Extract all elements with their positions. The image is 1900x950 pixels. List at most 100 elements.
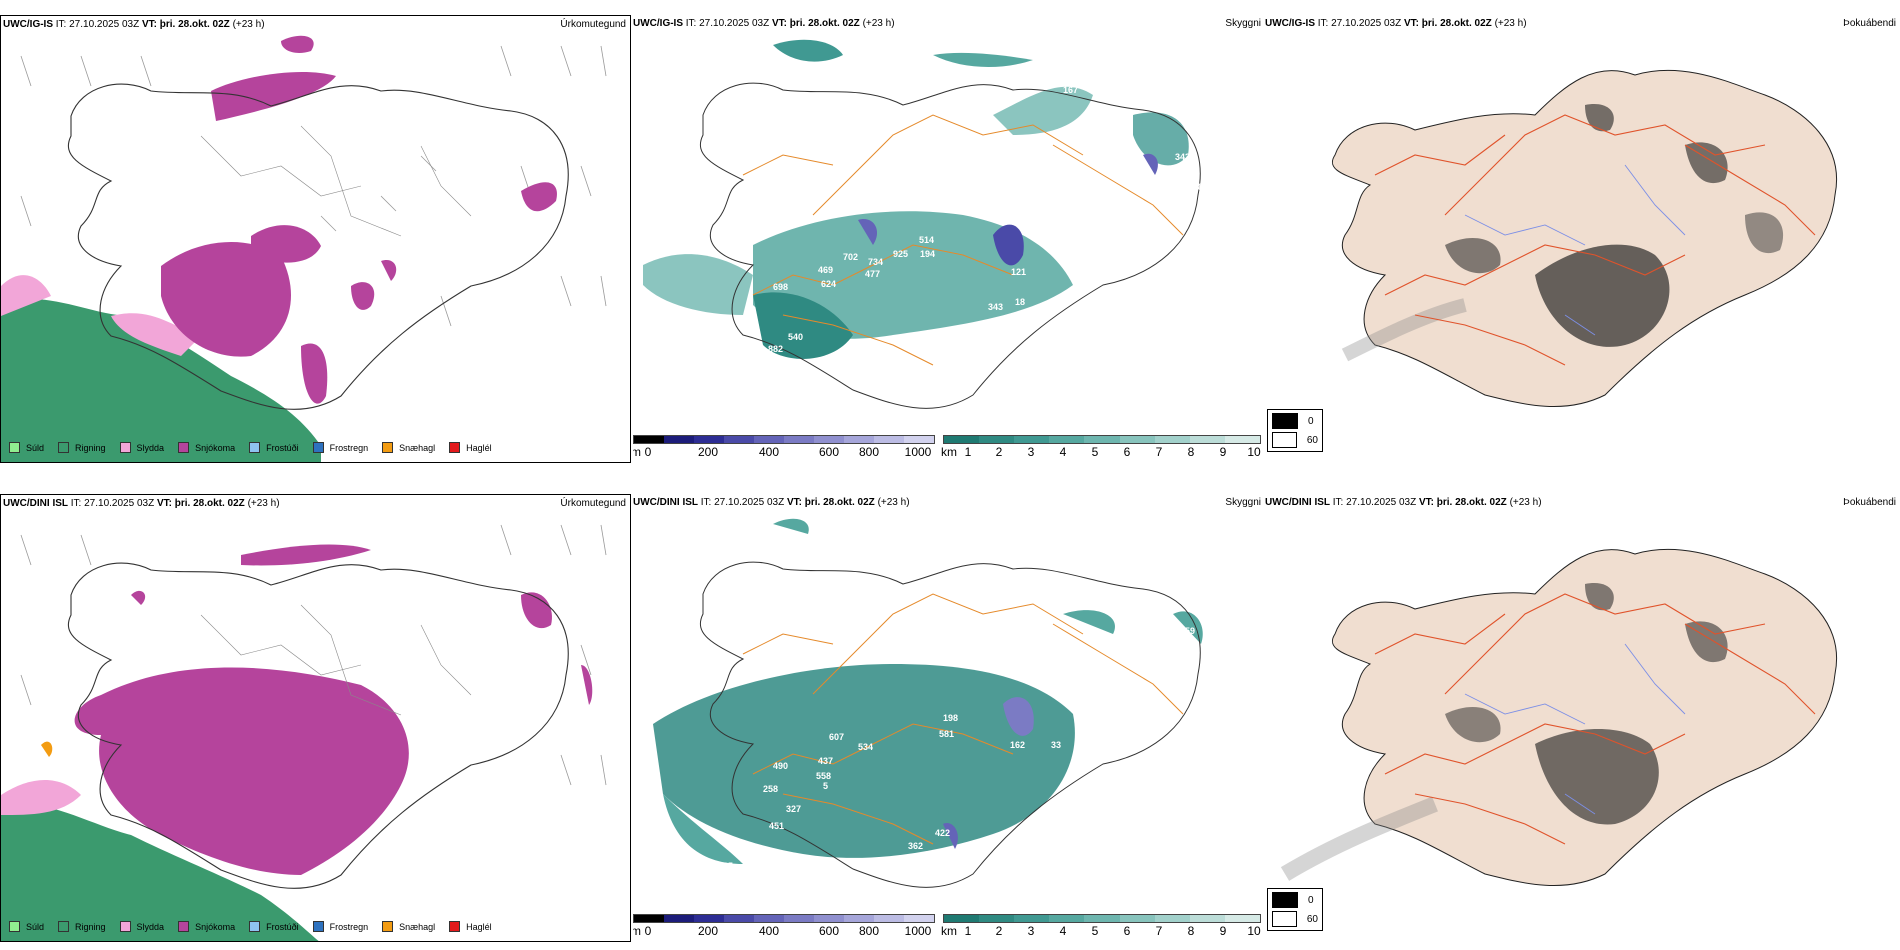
colorbar-unit: m xyxy=(633,445,641,459)
legend-swatch xyxy=(1272,432,1297,448)
colorbar-ticks: m 0 200 400 600 800 1000 xyxy=(633,444,935,459)
legend-swatch xyxy=(178,442,190,453)
legend-item: Haglél xyxy=(449,442,492,453)
cloudbase-label: 212 xyxy=(1173,167,1188,177)
model-name: UWC/DINI ISL xyxy=(1265,497,1330,508)
cloudbase-label: 332 xyxy=(933,866,948,876)
cloudbase-label: 227 xyxy=(1173,648,1188,658)
cloudbase-label: 882 xyxy=(768,344,783,354)
cloudbase-label: 477 xyxy=(865,269,880,279)
cloudbase-label: 343 xyxy=(988,302,1003,312)
cloudbase-label: 327 xyxy=(786,804,801,814)
cloudbase-label: 607 xyxy=(829,732,844,742)
colorbar-tick: 600 xyxy=(818,924,840,938)
legend-item: Snjókoma xyxy=(178,442,235,453)
valid-prefix: VT: xyxy=(786,497,802,508)
colorbar-tick: 9 xyxy=(1219,924,1227,938)
legend-swatch xyxy=(1272,892,1298,908)
colorbar-unit: m xyxy=(633,924,641,938)
legend-swatch xyxy=(249,442,261,453)
model-name: UWC/DINI ISL xyxy=(3,498,68,509)
model-name: UWC/IG-IS xyxy=(1265,18,1315,29)
cloudbase-label: 698 xyxy=(773,282,788,292)
lead-time: (+23 h) xyxy=(1509,497,1542,508)
legend-label: Rigning xyxy=(75,442,106,453)
cloudbase-label: 490 xyxy=(773,761,788,771)
valid-time: þri. 28.okt. 02Z xyxy=(789,18,860,29)
legend-item: Frostregn xyxy=(312,442,368,453)
init-time: IT: 27.10.2025 03Z xyxy=(1332,497,1417,508)
legend-swatch xyxy=(449,921,461,932)
colorbar-tick: 2 xyxy=(995,924,1003,938)
colorbar-tick: 5 xyxy=(1091,924,1099,938)
legend-label: Snjókoma xyxy=(195,921,236,932)
colorbar-tick: 1 xyxy=(964,445,972,459)
cloudbase-label: 260 xyxy=(888,379,903,389)
legend-swatch xyxy=(9,921,20,932)
cloudbase-label: 121 xyxy=(1011,267,1026,277)
valid-time: þri. 28.okt. 02Z xyxy=(159,19,230,30)
legend-item: Rigning xyxy=(58,442,106,453)
valid-prefix: VT: xyxy=(771,18,787,29)
cloudbase-label: 18 xyxy=(1015,297,1025,307)
legend-item: Slydda xyxy=(119,921,165,932)
legend-item: Haglél xyxy=(449,921,492,932)
colorbar-tick: 0 xyxy=(644,924,652,938)
init-time: IT: 27.10.2025 03Z xyxy=(70,498,155,509)
legend-swatch xyxy=(382,921,394,932)
valid-time: þri. 28.okt. 02Z xyxy=(804,497,875,508)
cloudbase-label: 162 xyxy=(1010,740,1025,750)
fog-map-row2 xyxy=(1280,548,1837,887)
legend-label: Frostregn xyxy=(329,921,369,932)
colorbar-tick: 7 xyxy=(1155,445,1163,459)
colorbar-tick: 200 xyxy=(697,445,719,459)
fog-panel-row1: UWC/IG-IS IT: 27.10.2025 03Z VT: þri. 28… xyxy=(1265,15,1900,465)
cloudbase-label: 734 xyxy=(868,257,883,267)
legend-label: Slydda xyxy=(136,921,165,932)
lead-time: (+23 h) xyxy=(862,18,895,29)
lead-time: (+23 h) xyxy=(247,498,280,509)
precip-map-row2 xyxy=(1,524,607,941)
cloudbase-label: 540 xyxy=(788,332,803,342)
valid-time: þri. 28.okt. 02Z xyxy=(1421,18,1492,29)
cloudbase-label: 116 xyxy=(1063,67,1078,77)
legend-swatch xyxy=(119,921,131,932)
cloudbase-label: 167 xyxy=(1063,85,1078,95)
colorbar-tick: 10 xyxy=(1247,445,1261,459)
legend-swatch xyxy=(449,442,461,453)
colorbar-tick: 5 xyxy=(1091,445,1099,459)
colorbar-tick: 400 xyxy=(758,445,780,459)
cloudbase-label: 5 xyxy=(823,781,828,791)
model-name: UWC/DINI ISL xyxy=(633,497,698,508)
panel-title: Úrkomutegund xyxy=(560,19,626,30)
colorbar-bar xyxy=(943,914,1261,923)
legend-label: Haglél xyxy=(466,442,492,453)
legend-label: Súld xyxy=(26,442,45,453)
colorbar-tick: 3 xyxy=(1027,924,1035,938)
cloudbase-label: 925 xyxy=(893,249,908,259)
panel-title: Skyggni xyxy=(1225,18,1261,29)
legend-label: Slydda xyxy=(136,442,165,453)
fog-legend-item: 60 xyxy=(1272,432,1318,448)
model-name: UWC/IG-IS xyxy=(633,18,683,29)
valid-prefix: VT: xyxy=(1418,497,1434,508)
colorbar-unit: km xyxy=(941,924,957,938)
colorbar-ticks: km 1 2 3 4 5 6 7 8 9 10 xyxy=(941,444,1261,459)
colorbar-tick: 4 xyxy=(1059,924,1067,938)
fog-legend-item: 0 xyxy=(1272,413,1318,429)
legend-item: Snæhagl xyxy=(382,442,435,453)
fog-map-row1 xyxy=(1332,69,1837,408)
cloudbase-label: 864 xyxy=(723,349,738,359)
legend-item: Súld xyxy=(9,921,44,932)
panel-title: Þokuábendi xyxy=(1843,18,1896,29)
visibility-panel-row1: 698 469 624 702 734 477 925 514 194 540 … xyxy=(633,15,1263,465)
colorbar-tick: 8 xyxy=(1187,924,1195,938)
cloud-base-labels: 698 469 624 702 734 477 925 514 194 540 … xyxy=(723,67,1203,389)
legend-swatch xyxy=(312,921,324,932)
fog-legend-item: 60 xyxy=(1272,911,1318,927)
colorbar-tick: 1000 xyxy=(904,924,932,938)
lead-time: (+23 h) xyxy=(877,497,910,508)
legend-label: Frostúði xyxy=(266,442,299,453)
cloudbase-label: 558 xyxy=(816,771,831,781)
legend-label: Snæhagl xyxy=(399,921,436,932)
